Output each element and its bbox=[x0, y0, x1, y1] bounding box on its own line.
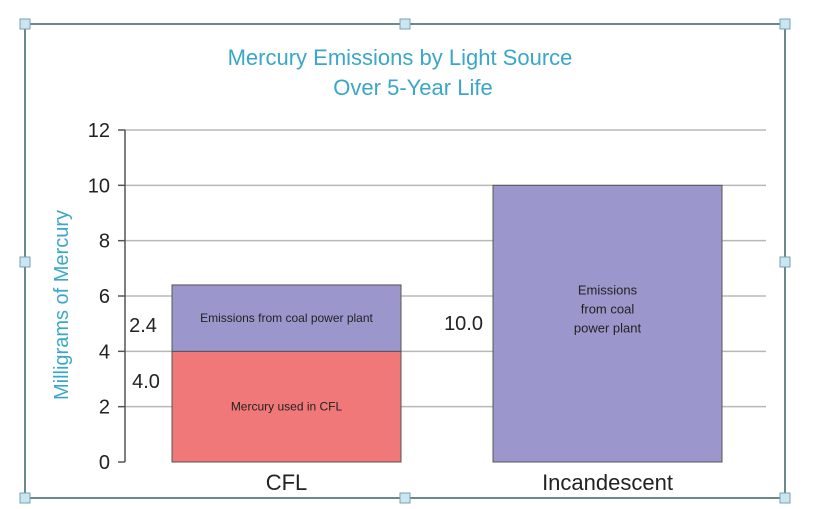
bar-segment-label: Mercury used in CFL bbox=[231, 400, 343, 414]
resize-handle[interactable] bbox=[779, 18, 791, 30]
resize-handle[interactable] bbox=[399, 492, 411, 504]
bar-segment-label: Emissions from coal power plant bbox=[200, 311, 373, 325]
bar-group: Mercury used in CFL 4.0 Emissions from coa… bbox=[129, 184, 723, 463]
bar-segment-label: from coal bbox=[581, 302, 635, 317]
chart-title: Mercury Emissions by Light Source bbox=[228, 45, 573, 70]
selection-handles[interactable] bbox=[19, 18, 791, 504]
y-tick-label: 2 bbox=[99, 397, 110, 419]
x-tick-label: Incandescent bbox=[542, 470, 673, 495]
y-axis-label: Milligrams of Mercury bbox=[51, 210, 73, 400]
resize-handle[interactable] bbox=[399, 18, 411, 30]
y-tick-label: 10 bbox=[88, 175, 110, 197]
y-tick-label: 6 bbox=[99, 286, 110, 308]
bar-value-label: 4.0 bbox=[132, 371, 160, 393]
x-tick-label: CFL bbox=[266, 470, 308, 495]
bar-segment-label: power plant bbox=[574, 321, 642, 336]
resize-handle[interactable] bbox=[779, 492, 791, 504]
bar-value-label: 10.0 bbox=[444, 313, 483, 335]
x-axis-ticks: CFL Incandescent bbox=[266, 470, 673, 495]
resize-handle[interactable] bbox=[19, 256, 31, 268]
resize-handle[interactable] bbox=[779, 256, 791, 268]
chart-subtitle: Over 5-Year Life bbox=[333, 75, 492, 100]
y-tick-label: 0 bbox=[99, 452, 110, 474]
bar-segment bbox=[171, 284, 402, 352]
resize-handle[interactable] bbox=[19, 492, 31, 504]
bar-value-label: 2.4 bbox=[129, 315, 157, 337]
bar-segment bbox=[171, 350, 402, 463]
y-tick-label: 8 bbox=[99, 231, 110, 253]
y-tick-label: 12 bbox=[88, 120, 110, 142]
bar-segment bbox=[492, 184, 723, 463]
y-tick-label: 4 bbox=[99, 341, 110, 363]
resize-handle[interactable] bbox=[19, 18, 31, 30]
y-axis-ticks: 0 2 4 6 8 10 12 bbox=[88, 120, 125, 474]
bar-segment-label: Emissions bbox=[578, 283, 638, 298]
